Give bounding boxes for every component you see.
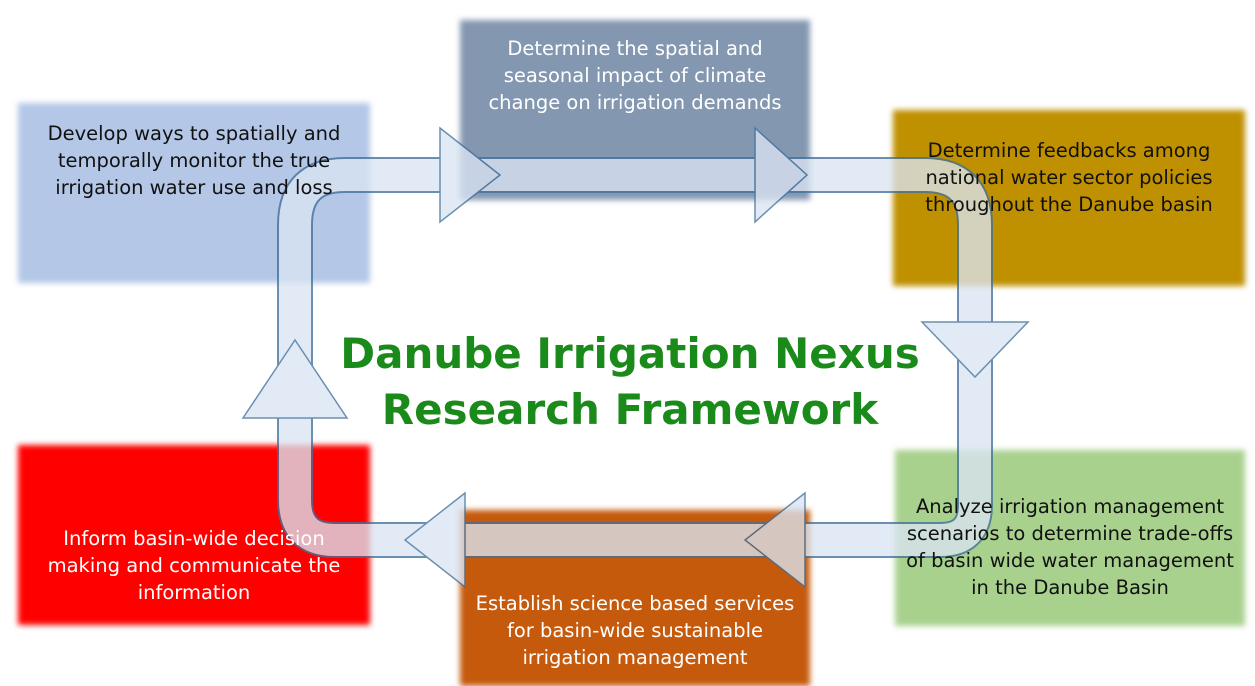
node-label: Determine feedbacks among	[928, 139, 1211, 162]
node-label: for basin-wide sustainable	[507, 619, 763, 642]
node-label: Analyze irrigation management	[916, 495, 1224, 518]
node-label: information	[138, 581, 251, 604]
node-label: temporally monitor the true	[58, 149, 330, 172]
title: Research Framework	[382, 385, 879, 434]
node-label: Inform basin-wide decision	[63, 527, 324, 550]
node-label: seasonal impact of climate	[504, 64, 767, 87]
node-label: change on irrigation demands	[488, 91, 781, 114]
cycle-arrows	[241, 126, 1030, 589]
arrow-head	[439, 126, 502, 224]
node-label: throughout the Danube basin	[925, 193, 1212, 216]
arrow-head	[241, 338, 349, 419]
arrow-head	[754, 126, 809, 224]
arrow-track	[279, 159, 991, 556]
node-label: Establish science based services	[476, 592, 795, 615]
arrow-head	[743, 491, 806, 589]
node-label: scenarios to determine trade-offs	[907, 522, 1233, 545]
node-label: in the Danube Basin	[971, 576, 1169, 599]
node-label: of basin wide water management	[906, 549, 1234, 572]
arrow-head	[920, 321, 1030, 379]
node-label: making and communicate the	[48, 554, 341, 577]
title: Danube Irrigation Nexus	[340, 329, 920, 378]
node-label: national water sector policies	[925, 166, 1212, 189]
node-label: irrigation water use and loss	[55, 176, 332, 199]
node-label: Develop ways to spatially and	[48, 122, 341, 145]
arrow-head	[403, 491, 466, 589]
node-label: irrigation management	[522, 646, 747, 669]
node-label: Determine the spatial and	[507, 37, 762, 60]
